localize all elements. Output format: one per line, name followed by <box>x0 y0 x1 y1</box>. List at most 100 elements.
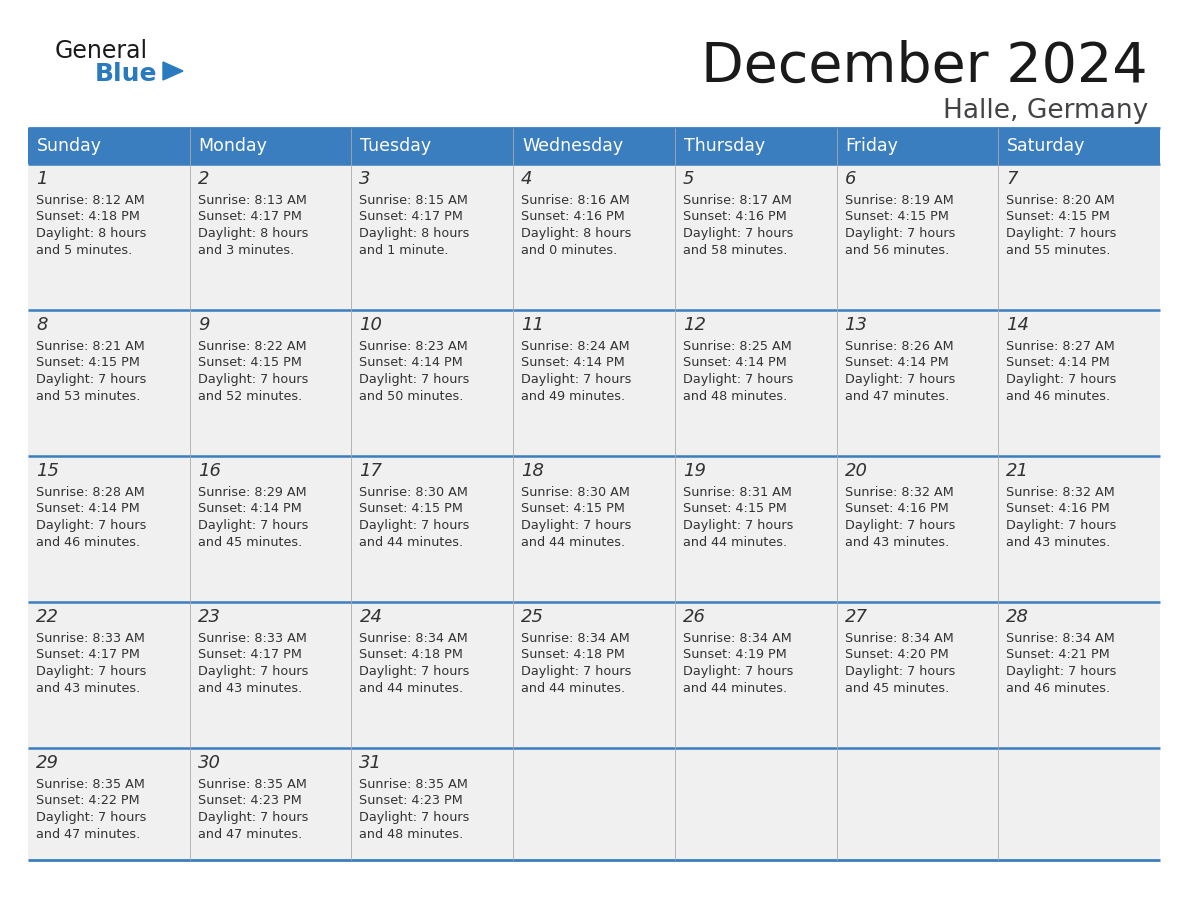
Bar <box>675 128 836 164</box>
Text: Sunset: 4:15 PM: Sunset: 4:15 PM <box>360 502 463 516</box>
Text: Sunset: 4:21 PM: Sunset: 4:21 PM <box>1006 648 1110 662</box>
Text: Sunset: 4:16 PM: Sunset: 4:16 PM <box>683 210 786 223</box>
Text: Sunset: 4:16 PM: Sunset: 4:16 PM <box>522 210 625 223</box>
Text: and 44 minutes.: and 44 minutes. <box>683 535 786 548</box>
Text: Sunset: 4:14 PM: Sunset: 4:14 PM <box>36 502 140 516</box>
Bar <box>836 456 998 602</box>
Text: Sunset: 4:18 PM: Sunset: 4:18 PM <box>360 648 463 662</box>
Text: Sunrise: 8:16 AM: Sunrise: 8:16 AM <box>522 194 630 207</box>
Text: Sunrise: 8:13 AM: Sunrise: 8:13 AM <box>197 194 307 207</box>
Text: 8: 8 <box>36 316 48 334</box>
Text: Daylight: 7 hours: Daylight: 7 hours <box>1006 227 1117 240</box>
Text: Daylight: 7 hours: Daylight: 7 hours <box>845 519 955 532</box>
Bar <box>352 164 513 310</box>
Bar <box>675 456 836 602</box>
Text: Sunset: 4:15 PM: Sunset: 4:15 PM <box>522 502 625 516</box>
Text: 19: 19 <box>683 462 706 480</box>
Text: and 47 minutes.: and 47 minutes. <box>197 827 302 841</box>
Text: and 48 minutes.: and 48 minutes. <box>683 389 788 402</box>
Text: 16: 16 <box>197 462 221 480</box>
Text: Sunset: 4:15 PM: Sunset: 4:15 PM <box>845 210 948 223</box>
Text: and 48 minutes.: and 48 minutes. <box>360 827 463 841</box>
Text: Sunrise: 8:19 AM: Sunrise: 8:19 AM <box>845 194 953 207</box>
Text: and 44 minutes.: and 44 minutes. <box>360 681 463 695</box>
Text: 10: 10 <box>360 316 383 334</box>
Text: and 43 minutes.: and 43 minutes. <box>1006 535 1111 548</box>
Text: Sunset: 4:14 PM: Sunset: 4:14 PM <box>683 356 786 370</box>
Text: Sunrise: 8:31 AM: Sunrise: 8:31 AM <box>683 486 791 499</box>
Bar <box>352 456 513 602</box>
Bar <box>352 602 513 748</box>
Text: and 46 minutes.: and 46 minutes. <box>1006 681 1111 695</box>
Text: Sunset: 4:17 PM: Sunset: 4:17 PM <box>197 210 302 223</box>
Text: Sunrise: 8:34 AM: Sunrise: 8:34 AM <box>1006 632 1116 645</box>
Text: 31: 31 <box>360 754 383 772</box>
Text: and 58 minutes.: and 58 minutes. <box>683 243 788 256</box>
Text: and 44 minutes.: and 44 minutes. <box>683 681 786 695</box>
Text: 11: 11 <box>522 316 544 334</box>
Text: and 46 minutes.: and 46 minutes. <box>36 535 140 548</box>
Text: and 56 minutes.: and 56 minutes. <box>845 243 949 256</box>
Bar <box>352 748 513 860</box>
Text: Daylight: 7 hours: Daylight: 7 hours <box>360 373 469 386</box>
Text: Sunset: 4:15 PM: Sunset: 4:15 PM <box>1006 210 1110 223</box>
Text: Halle, Germany: Halle, Germany <box>943 98 1148 124</box>
Text: Sunrise: 8:27 AM: Sunrise: 8:27 AM <box>1006 340 1116 353</box>
Bar <box>836 748 998 860</box>
Text: Sunset: 4:14 PM: Sunset: 4:14 PM <box>845 356 948 370</box>
Bar <box>998 164 1159 310</box>
Text: 9: 9 <box>197 316 209 334</box>
Text: Daylight: 8 hours: Daylight: 8 hours <box>522 227 632 240</box>
Bar <box>513 456 675 602</box>
Text: Daylight: 7 hours: Daylight: 7 hours <box>683 373 794 386</box>
Text: Sunrise: 8:22 AM: Sunrise: 8:22 AM <box>197 340 307 353</box>
Text: Daylight: 7 hours: Daylight: 7 hours <box>683 665 794 678</box>
Bar <box>29 456 190 602</box>
Text: 22: 22 <box>36 608 59 626</box>
Text: 6: 6 <box>845 170 857 188</box>
Text: Daylight: 7 hours: Daylight: 7 hours <box>197 519 308 532</box>
Bar <box>29 748 190 860</box>
Text: Sunset: 4:18 PM: Sunset: 4:18 PM <box>522 648 625 662</box>
Text: 30: 30 <box>197 754 221 772</box>
Bar <box>29 128 190 164</box>
Text: 4: 4 <box>522 170 532 188</box>
Text: 13: 13 <box>845 316 867 334</box>
Text: and 44 minutes.: and 44 minutes. <box>360 535 463 548</box>
Text: 27: 27 <box>845 608 867 626</box>
Text: and 0 minutes.: and 0 minutes. <box>522 243 618 256</box>
Text: Daylight: 7 hours: Daylight: 7 hours <box>197 373 308 386</box>
Text: Daylight: 7 hours: Daylight: 7 hours <box>1006 373 1117 386</box>
Text: Daylight: 7 hours: Daylight: 7 hours <box>36 519 146 532</box>
Text: 29: 29 <box>36 754 59 772</box>
Text: Sunset: 4:15 PM: Sunset: 4:15 PM <box>36 356 140 370</box>
Text: Sunset: 4:14 PM: Sunset: 4:14 PM <box>1006 356 1110 370</box>
Text: 5: 5 <box>683 170 694 188</box>
Text: Sunset: 4:17 PM: Sunset: 4:17 PM <box>36 648 140 662</box>
Bar <box>513 164 675 310</box>
Text: and 55 minutes.: and 55 minutes. <box>1006 243 1111 256</box>
Text: 15: 15 <box>36 462 59 480</box>
Text: General: General <box>55 39 148 63</box>
Bar <box>190 310 352 456</box>
Text: Sunrise: 8:35 AM: Sunrise: 8:35 AM <box>197 778 307 791</box>
Text: Sunset: 4:19 PM: Sunset: 4:19 PM <box>683 648 786 662</box>
Text: Sunset: 4:14 PM: Sunset: 4:14 PM <box>197 502 302 516</box>
Text: Daylight: 7 hours: Daylight: 7 hours <box>360 811 469 824</box>
Bar <box>998 748 1159 860</box>
Text: Daylight: 7 hours: Daylight: 7 hours <box>522 665 632 678</box>
Text: Sunrise: 8:12 AM: Sunrise: 8:12 AM <box>36 194 145 207</box>
Bar <box>190 748 352 860</box>
Text: Sunset: 4:23 PM: Sunset: 4:23 PM <box>360 794 463 808</box>
Text: and 43 minutes.: and 43 minutes. <box>197 681 302 695</box>
Text: Sunset: 4:17 PM: Sunset: 4:17 PM <box>360 210 463 223</box>
Text: and 47 minutes.: and 47 minutes. <box>845 389 949 402</box>
Text: Sunrise: 8:23 AM: Sunrise: 8:23 AM <box>360 340 468 353</box>
Text: and 53 minutes.: and 53 minutes. <box>36 389 140 402</box>
Text: and 1 minute.: and 1 minute. <box>360 243 449 256</box>
Text: Daylight: 7 hours: Daylight: 7 hours <box>845 227 955 240</box>
Text: 23: 23 <box>197 608 221 626</box>
Bar <box>675 164 836 310</box>
Text: and 45 minutes.: and 45 minutes. <box>845 681 949 695</box>
Text: Friday: Friday <box>846 137 898 155</box>
